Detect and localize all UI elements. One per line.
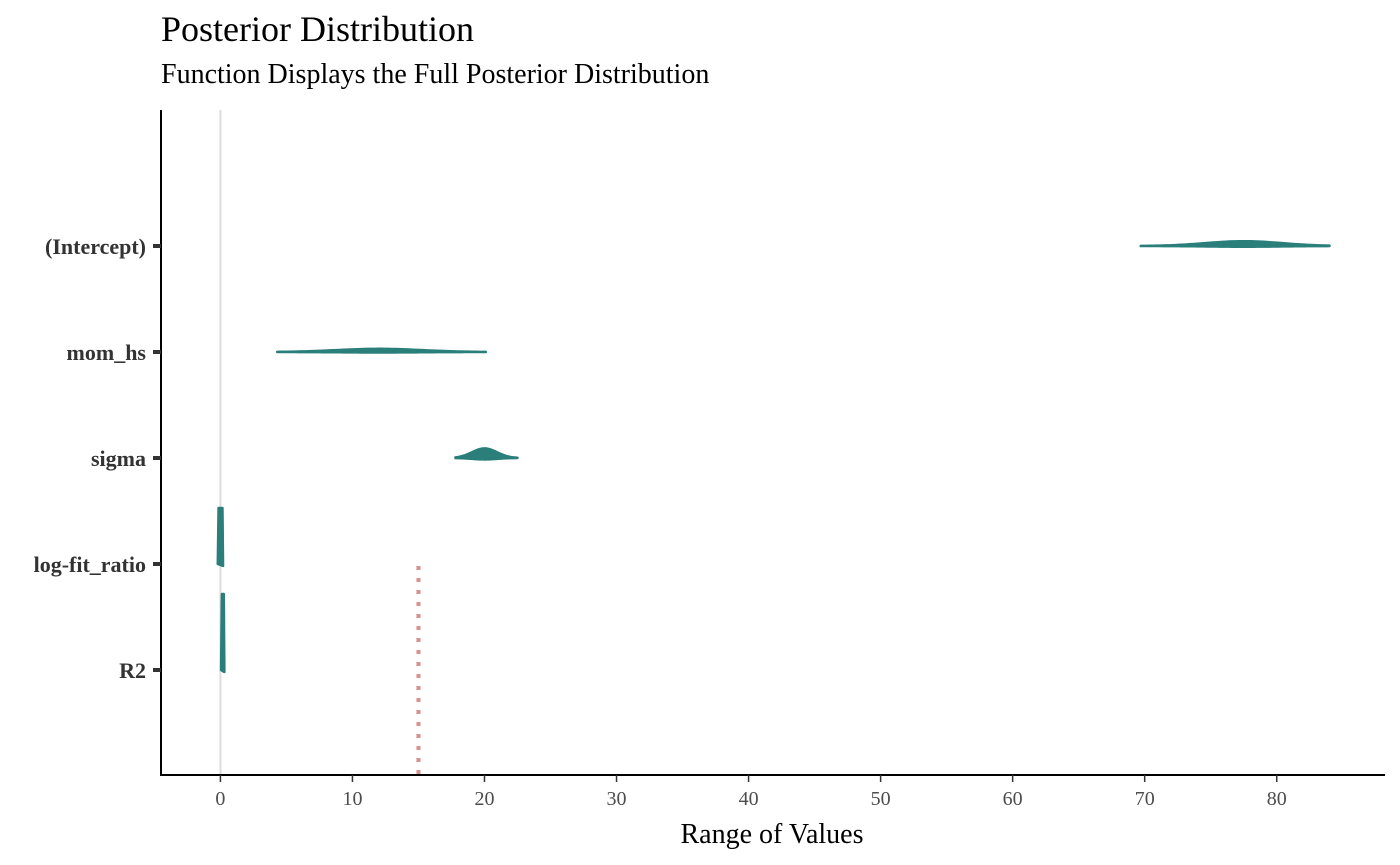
x-tick-label: 60 [1003, 788, 1023, 810]
y-tick-label: R2 [119, 658, 146, 683]
x-tick-label: 20 [474, 788, 494, 810]
density-mom-hs [275, 347, 488, 354]
y-tick-label: mom_hs [67, 340, 147, 365]
x-tick-label: 80 [1267, 788, 1287, 810]
x-tick-label: 30 [607, 788, 627, 810]
x-tick-label: 10 [342, 788, 362, 810]
x-tick-label: 70 [1135, 788, 1155, 810]
density-log-fit-ratio [216, 506, 225, 568]
x-axis-title: Range of Values [681, 819, 864, 850]
x-tick-label: 50 [871, 788, 891, 810]
density-r2 [219, 592, 226, 674]
density--intercept- [1139, 239, 1331, 248]
density-sigma [454, 447, 519, 461]
x-tick-label: 40 [739, 788, 759, 810]
chart-title: Posterior Distribution [161, 9, 474, 49]
x-tick-label: 0 [215, 788, 225, 810]
y-tick-label: sigma [91, 446, 146, 471]
chart-subtitle: Function Displays the Full Posterior Dis… [161, 59, 710, 90]
y-tick-label: (Intercept) [45, 234, 146, 259]
y-tick-label: log-fit_ratio [34, 552, 146, 577]
